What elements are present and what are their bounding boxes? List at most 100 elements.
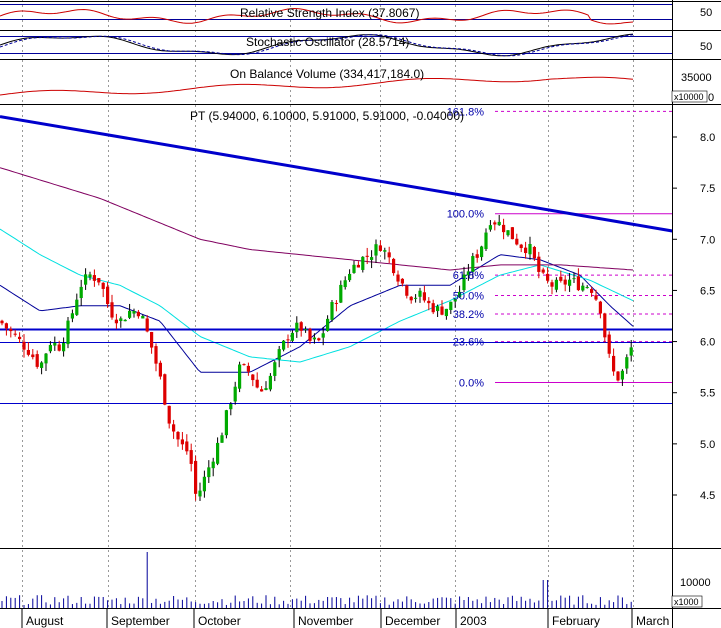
candle-body [202, 476, 206, 492]
price-tick-label: 8.0 [700, 132, 715, 144]
x-axis-labels: August September October November December 20… [21, 608, 669, 628]
candle-body [607, 334, 611, 354]
obv-axis-tick-top: 35000 [681, 72, 712, 84]
candle-body [361, 256, 365, 270]
candle-body [88, 274, 92, 278]
candle-body [185, 441, 189, 452]
candle-body [383, 250, 387, 252]
candle-body [224, 410, 228, 436]
obv-line [0, 76, 634, 96]
candle-body [612, 355, 616, 372]
candle-body [572, 278, 576, 280]
candle-body [620, 370, 624, 380]
candle-body [326, 318, 330, 332]
candle-body [242, 364, 246, 366]
candle-body [260, 389, 264, 392]
candle-body [308, 328, 312, 341]
candle-body [79, 286, 83, 299]
candle-body [0, 320, 4, 324]
candle-body [31, 354, 35, 358]
candle-body [581, 285, 585, 291]
candle-body [62, 343, 66, 352]
candle-body [524, 247, 528, 254]
candle-body [70, 313, 74, 319]
rsi-panel: Relative Strength Index (37.8067) 50 [0, 4, 712, 25]
fib-label: 23.6% [453, 337, 484, 349]
candle-body [211, 461, 215, 469]
candle-body [57, 344, 61, 351]
price-tick-label: 6.0 [700, 337, 715, 349]
candle-body [114, 319, 118, 324]
candle-body [449, 301, 453, 310]
x-axis-label: August [26, 614, 64, 628]
moving-average-line [0, 228, 634, 363]
candle-body [418, 290, 422, 297]
price-tick-label: 5.5 [700, 388, 715, 400]
candle-body [554, 279, 558, 290]
price-axis-ticks: 4.5 5.0 5.5 6.0 6.5 7.0 7.5 8.0 [672, 132, 715, 502]
candle-body [312, 337, 316, 340]
fib-label: 61.8% [453, 270, 484, 282]
candle-body [299, 322, 303, 331]
candle-body [471, 256, 475, 272]
candle-body [97, 278, 101, 283]
candle-body [559, 276, 563, 281]
candle-body [317, 338, 321, 341]
candle-body [238, 364, 242, 389]
candle-body [444, 308, 448, 317]
rsi-label: Relative Strength Index (37.8067) [240, 6, 419, 20]
candle-body [176, 431, 180, 440]
candle-body [378, 245, 382, 251]
candle-body [568, 279, 572, 286]
obv-label: On Balance Volume (334,417,184.0) [230, 67, 424, 81]
candle-body [598, 301, 602, 314]
candle-body [132, 310, 136, 314]
candle-body [136, 311, 140, 317]
candle-body [22, 341, 26, 350]
candle-body [546, 273, 550, 281]
candle-body [282, 340, 286, 350]
candle-body [286, 339, 290, 341]
trendline [0, 115, 672, 233]
candle-body [396, 274, 400, 282]
fib-label: 50.0% [453, 291, 484, 303]
candle-body [128, 310, 132, 318]
x-axis-label: 2003 [460, 614, 487, 628]
candle-body [330, 302, 334, 320]
candle-body [625, 357, 629, 369]
candle-body [506, 230, 510, 236]
candle-body [246, 365, 250, 372]
candle-body [594, 295, 598, 300]
candle-body [101, 282, 105, 289]
candle-body [352, 264, 356, 273]
candle-body [255, 379, 259, 388]
candle-body [75, 299, 79, 315]
price-panel: 161.8% 100.0% 61.8% 50.0% 38.2% 23.6% 0.0% [0, 106, 672, 501]
candle-body [158, 362, 162, 377]
candle-body [251, 374, 255, 381]
candle-body [436, 306, 440, 312]
moving-averages [0, 167, 634, 373]
x-axis-label: December [385, 614, 440, 628]
candle-body [66, 320, 70, 345]
candle-body [629, 347, 633, 356]
candle-body [13, 333, 17, 335]
candle-body [268, 375, 272, 390]
candle-body [334, 302, 338, 304]
price-tick-label: 7.0 [700, 234, 715, 246]
candle-body [92, 275, 96, 281]
candle-body [392, 258, 396, 274]
candle-body [532, 246, 536, 259]
candle-body [167, 405, 171, 424]
candle-body [295, 322, 299, 333]
candle-body [40, 362, 44, 368]
candle-body [35, 354, 39, 367]
candle-body [462, 274, 466, 291]
candle-body [466, 271, 470, 276]
x-axis-label: February [552, 614, 600, 628]
candle-body [400, 278, 404, 284]
rsi-line [0, 7, 634, 25]
candle-body [431, 303, 435, 313]
candle-body [365, 255, 369, 257]
candlesticks [0, 215, 633, 501]
